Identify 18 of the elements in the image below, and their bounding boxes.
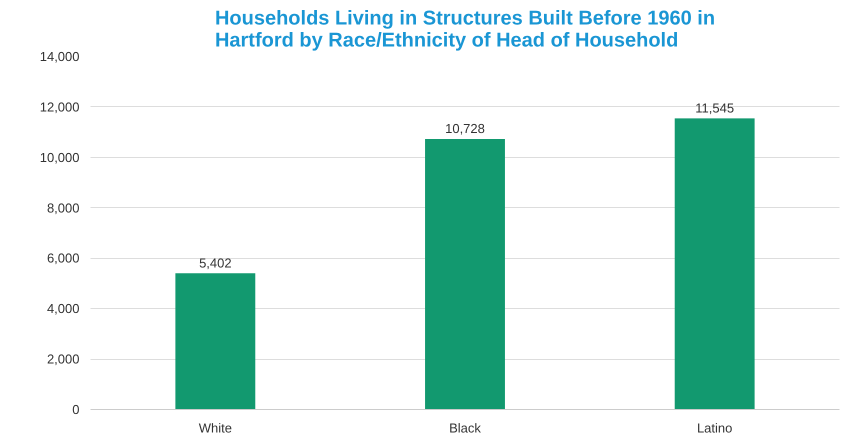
bar (425, 139, 505, 410)
y-tick-label: 10,000 (40, 150, 80, 165)
x-tick-label: Latino (696, 420, 732, 436)
y-tick-label: 0 (72, 402, 80, 417)
y-tick-label: 14,000 (40, 49, 80, 64)
y-tick-label: 4,000 (46, 301, 80, 316)
data-label: 11,545 (695, 100, 734, 116)
y-tick-label: 2,000 (46, 352, 80, 367)
y-tick-label: 12,000 (40, 99, 80, 114)
chart-title: Households Living in Structures Built Before 1960 in Hartford by Race/Ethnicity of Head of Household (214, 8, 716, 52)
bar (175, 273, 256, 410)
x-tick-label: White (198, 420, 232, 436)
data-label: 10,728 (445, 121, 485, 136)
bar (674, 118, 755, 410)
y-tick-label: 6,000 (46, 250, 80, 266)
x-tick-label: Black (449, 420, 482, 436)
y-tick-label: 8,000 (46, 200, 80, 216)
data-label: 5,402 (199, 255, 232, 270)
